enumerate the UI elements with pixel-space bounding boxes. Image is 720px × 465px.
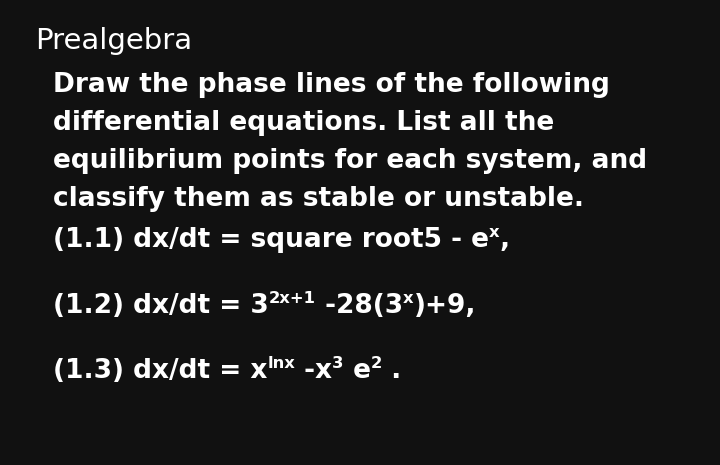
Text: (1.2) dx/dt = 3: (1.2) dx/dt = 3: [53, 293, 269, 319]
Text: .: .: [382, 358, 401, 384]
Text: classify them as stable or unstable.: classify them as stable or unstable.: [53, 186, 584, 212]
Text: lnx: lnx: [267, 356, 295, 371]
Text: x: x: [489, 225, 500, 240]
Text: e: e: [343, 358, 371, 384]
Text: -28(3: -28(3: [316, 293, 403, 319]
Text: -x: -x: [295, 358, 332, 384]
Text: (1.1) dx/dt = square root5 - e: (1.1) dx/dt = square root5 - e: [53, 227, 489, 253]
Text: )+9,: )+9,: [413, 293, 476, 319]
Text: ,: ,: [500, 227, 510, 253]
Text: 2x+1: 2x+1: [269, 291, 316, 306]
Text: Draw the phase lines of the following: Draw the phase lines of the following: [53, 72, 610, 98]
Text: equilibrium points for each system, and: equilibrium points for each system, and: [53, 148, 647, 174]
Text: x: x: [403, 291, 413, 306]
Text: 3: 3: [332, 356, 343, 371]
Text: differential equations. List all the: differential equations. List all the: [53, 110, 554, 136]
Text: 2: 2: [371, 356, 382, 371]
Text: (1.3) dx/dt = x: (1.3) dx/dt = x: [53, 358, 267, 384]
Text: Prealgebra: Prealgebra: [35, 27, 192, 55]
